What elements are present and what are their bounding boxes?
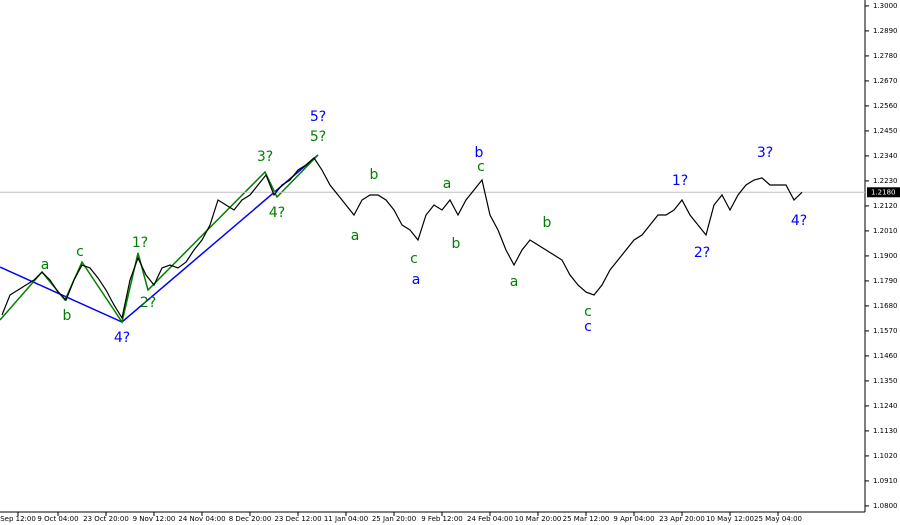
y-tick-label: 1.1790 bbox=[873, 277, 898, 285]
y-tick-label: 1.1240 bbox=[873, 402, 898, 410]
wave-label: b bbox=[475, 145, 484, 161]
x-tick-label: 9 Oct 04:00 bbox=[37, 515, 78, 523]
x-tick-label: 23 Dec 12:00 bbox=[274, 515, 321, 523]
x-tick-label: 8 Dec 20:00 bbox=[229, 515, 272, 523]
x-tick-label: 25 Jan 20:00 bbox=[372, 515, 416, 523]
wave-label: c bbox=[584, 304, 592, 320]
y-tick-label: 1.2670 bbox=[873, 77, 898, 85]
wave-label: a bbox=[351, 228, 360, 244]
wave-label: 2? bbox=[694, 245, 710, 261]
price-line bbox=[1, 157, 803, 320]
wave-label: 2? bbox=[140, 295, 156, 311]
x-tick-label: 9 Feb 12:00 bbox=[421, 515, 462, 523]
y-tick-label: 1.1020 bbox=[873, 452, 898, 460]
x-tick-label: 11 Jan 04:00 bbox=[324, 515, 368, 523]
wave-label: a bbox=[510, 274, 519, 290]
y-tick-label: 1.2010 bbox=[873, 227, 898, 235]
y-tick-label: 1.2560 bbox=[873, 102, 898, 110]
y-tick-label: 1.2230 bbox=[873, 177, 898, 185]
y-tick-label: 1.2450 bbox=[873, 127, 898, 135]
x-tick-label: 10 Mar 20:00 bbox=[515, 515, 562, 523]
y-tick-label: 1.3000 bbox=[873, 2, 898, 10]
wave-label: c bbox=[410, 251, 418, 267]
x-tick-label: 10 May 12:00 bbox=[706, 515, 754, 523]
y-tick-label: 1.0910 bbox=[873, 477, 898, 485]
y-tick-label: 1.2120 bbox=[873, 202, 898, 210]
wave-label: b bbox=[452, 236, 461, 252]
x-tick-label: Sep 12:00 bbox=[0, 515, 36, 523]
wave-label: c bbox=[584, 319, 592, 335]
y-tick-label: 1.1680 bbox=[873, 302, 898, 310]
wave-label: 4? bbox=[114, 330, 130, 346]
last-price-box bbox=[867, 187, 900, 198]
x-tick-label: 24 Feb 04:00 bbox=[467, 515, 513, 523]
y-tick-label: 1.2780 bbox=[873, 52, 898, 60]
wave-label: 5? bbox=[310, 129, 326, 145]
wave-label: b bbox=[370, 167, 379, 183]
x-tick-label: 25 Mar 12:00 bbox=[563, 515, 610, 523]
wave-label: c bbox=[477, 159, 485, 175]
y-tick-label: 1.2340 bbox=[873, 152, 898, 160]
x-tick-label: 24 Nov 04:00 bbox=[178, 515, 225, 523]
wave-label: b bbox=[543, 215, 552, 231]
y-tick-label: 1.2890 bbox=[873, 27, 898, 35]
wave-label: a bbox=[412, 272, 421, 288]
wave-label: 5? bbox=[310, 109, 326, 125]
wave-label: a bbox=[443, 176, 452, 192]
y-tick-label: 1.1570 bbox=[873, 327, 898, 335]
wave-label: 4? bbox=[269, 205, 285, 221]
y-tick-label: 1.1130 bbox=[873, 427, 898, 435]
wave-label: a bbox=[41, 257, 50, 273]
wave-label: 3? bbox=[257, 149, 273, 165]
x-tick-label: 23 Oct 20:00 bbox=[83, 515, 129, 523]
wave-label: b bbox=[63, 308, 72, 324]
x-tick-label: 9 Nov 12:00 bbox=[133, 515, 176, 523]
x-tick-label: 25 May 04:00 bbox=[754, 515, 802, 523]
wave-label: 4? bbox=[791, 213, 807, 229]
y-tick-label: 1.1350 bbox=[873, 377, 898, 385]
last-price-label: 1.2180 bbox=[871, 188, 896, 196]
wave-label: c bbox=[76, 244, 84, 260]
x-tick-label: 9 Apr 04:00 bbox=[613, 515, 654, 523]
y-tick-label: 1.1900 bbox=[873, 252, 898, 260]
y-tick-label: 1.1460 bbox=[873, 352, 898, 360]
y-tick-label: 1.0800 bbox=[873, 502, 898, 510]
x-tick-label: 23 Apr 20:00 bbox=[659, 515, 705, 523]
wave-label: 1? bbox=[672, 173, 688, 189]
wave-label: 1? bbox=[132, 235, 148, 251]
wave-label: 3? bbox=[757, 145, 773, 161]
